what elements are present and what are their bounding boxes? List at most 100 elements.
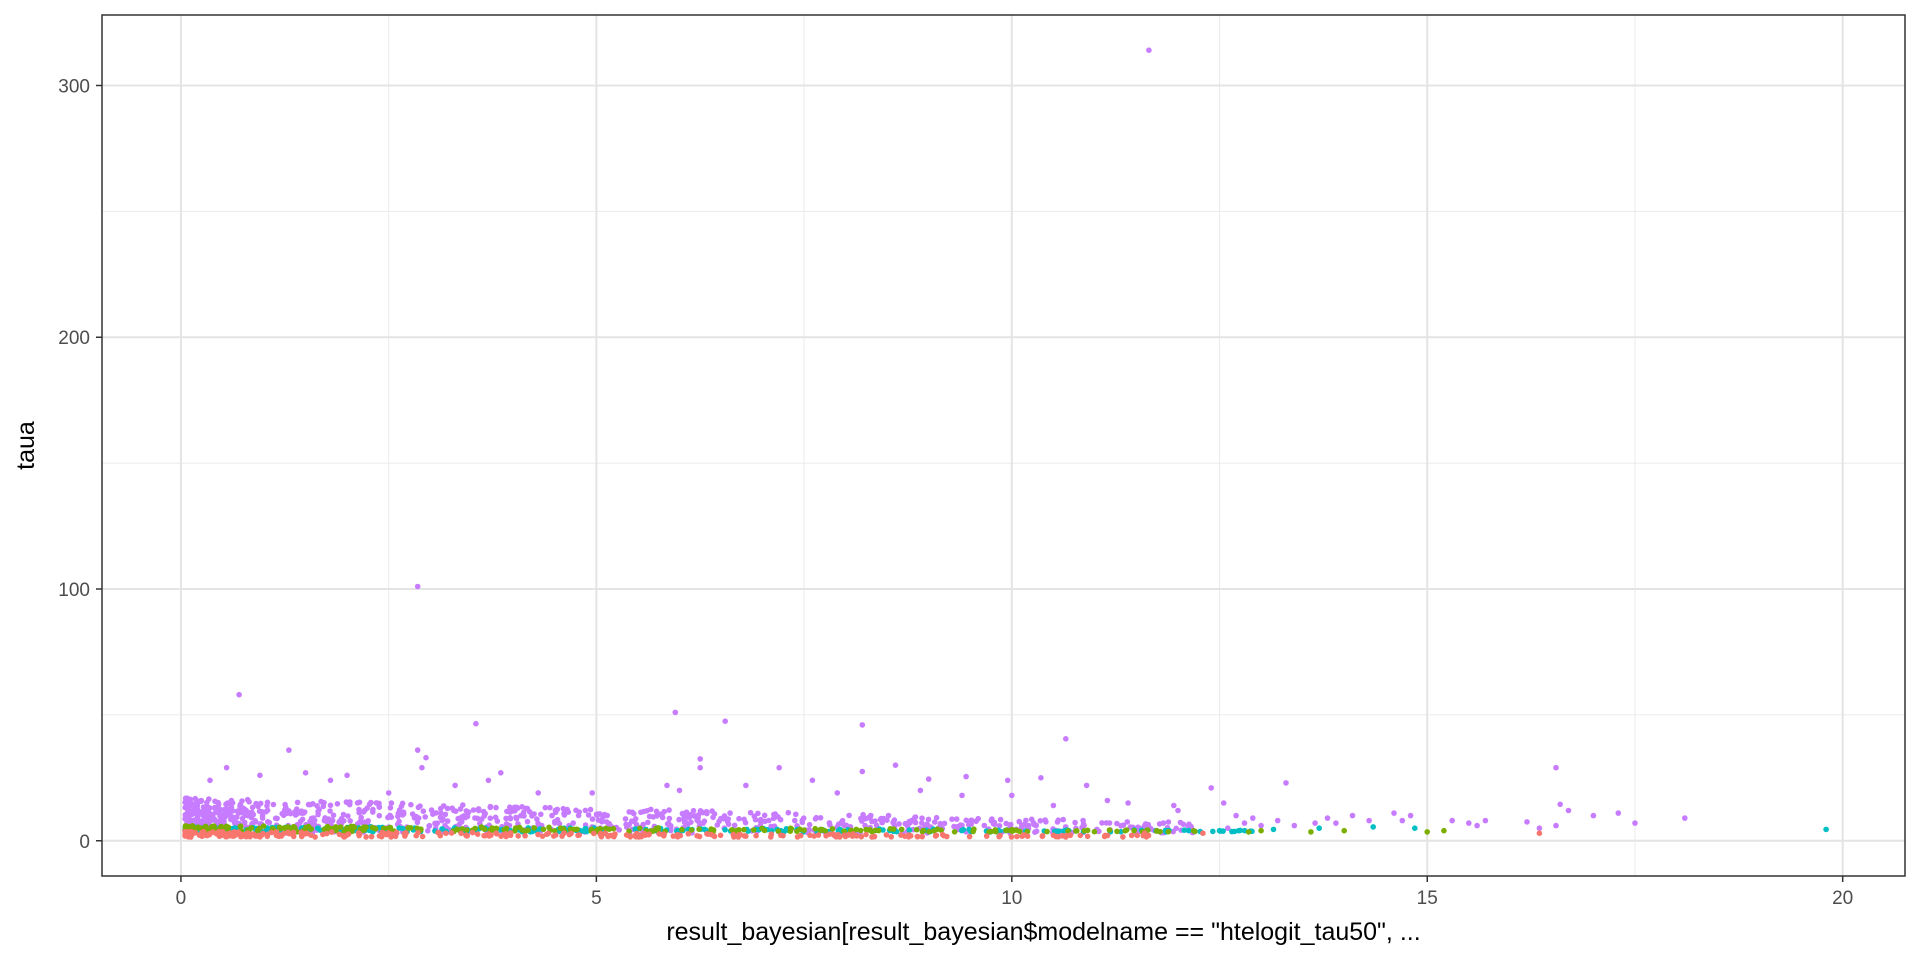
data-point (1557, 801, 1563, 808)
data-point (690, 807, 697, 814)
data-point (206, 830, 212, 837)
data-point (554, 816, 561, 823)
data-point (368, 833, 375, 840)
data-point (225, 800, 232, 807)
data-point (587, 806, 594, 813)
data-point (235, 830, 241, 837)
data-point (217, 817, 224, 824)
data-point (1083, 782, 1090, 789)
data-point (806, 821, 813, 828)
data-point (631, 818, 638, 825)
data-point (507, 815, 514, 822)
data-point (223, 764, 230, 771)
data-point (419, 833, 426, 840)
data-point (552, 807, 559, 814)
data-point (1039, 833, 1046, 840)
data-point (1077, 832, 1084, 839)
data-point (298, 830, 305, 837)
data-point (411, 815, 418, 821)
data-point (283, 804, 289, 811)
data-point (512, 825, 519, 831)
x-axis-title: result_bayesian[result_bayesian$modelnam… (666, 918, 1420, 946)
data-point (1208, 785, 1214, 791)
data-point (440, 803, 447, 809)
data-point (241, 805, 247, 812)
data-point (408, 801, 414, 808)
data-point (898, 826, 905, 833)
data-point (845, 832, 851, 838)
data-point (679, 826, 685, 833)
data-point (458, 819, 465, 825)
data-point (1370, 824, 1376, 830)
data-point (1084, 833, 1091, 840)
data-point (436, 830, 442, 836)
data-point (817, 815, 824, 821)
data-point (932, 833, 939, 839)
data-point (1104, 797, 1111, 804)
data-point (834, 790, 841, 796)
data-point (666, 807, 672, 813)
data-point (606, 826, 612, 832)
x-axis-ticks: 0 5 10 15 20 (176, 876, 1853, 909)
data-point (1245, 829, 1252, 835)
data-point (896, 821, 902, 827)
data-point (487, 803, 494, 810)
data-point (919, 828, 926, 835)
data-point (341, 834, 347, 840)
data-point (561, 812, 568, 818)
data-point (839, 817, 846, 824)
data-point (513, 814, 519, 821)
data-point (965, 821, 972, 828)
data-point (588, 826, 595, 833)
data-point (857, 827, 864, 834)
data-point (692, 813, 698, 819)
data-point (668, 823, 674, 829)
data-point (772, 811, 779, 817)
data-point (538, 811, 544, 818)
data-point (1050, 802, 1057, 809)
data-point (312, 834, 318, 840)
data-point (568, 830, 574, 837)
data-point (681, 816, 687, 822)
data-point (1291, 822, 1298, 829)
data-point (666, 815, 673, 822)
data-point (432, 820, 438, 827)
data-point (670, 833, 677, 839)
data-point (1165, 819, 1172, 825)
y-axis-ticks: 0 100 200 300 (58, 76, 102, 853)
data-point (1016, 828, 1023, 835)
data-point (472, 815, 478, 821)
data-point (722, 827, 728, 833)
data-point (188, 808, 195, 815)
data-point (622, 816, 629, 822)
y-tick-label: 300 (58, 76, 90, 97)
data-point (469, 829, 476, 836)
data-point (315, 808, 321, 815)
data-point (329, 817, 336, 824)
data-point (758, 819, 764, 825)
data-point (278, 833, 285, 839)
data-point (458, 830, 464, 837)
data-point (314, 803, 320, 809)
data-point (1014, 833, 1020, 840)
data-point (898, 832, 904, 838)
data-point (415, 804, 422, 811)
data-point (664, 782, 670, 789)
data-point (1324, 815, 1331, 821)
series-purple (182, 47, 1688, 836)
data-point (216, 832, 223, 838)
data-point (439, 826, 445, 832)
data-point (337, 818, 343, 825)
data-point (694, 833, 700, 839)
x-tick-label: 0 (176, 888, 187, 909)
data-point (291, 824, 298, 831)
data-point (766, 817, 772, 824)
data-point (327, 808, 333, 814)
data-point (750, 827, 757, 833)
data-point (597, 826, 603, 832)
data-point (498, 770, 504, 776)
data-point (1008, 834, 1015, 840)
data-point (1120, 822, 1127, 828)
data-point (752, 816, 759, 823)
data-point (747, 809, 754, 816)
